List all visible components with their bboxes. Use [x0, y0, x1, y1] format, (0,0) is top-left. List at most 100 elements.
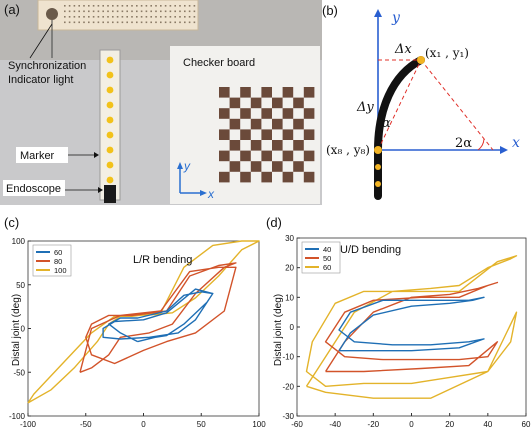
diagram-x-arrowhead: [500, 146, 508, 154]
breadboard-hole: [117, 16, 119, 18]
checker-square: [304, 129, 315, 140]
breadboard-hole: [102, 16, 104, 18]
x-tick-label: -40: [329, 420, 341, 429]
checker-square: [293, 140, 304, 151]
breadboard-hole: [170, 5, 172, 7]
checker-square: [272, 161, 283, 172]
chart-c-ylabel: Distal joint (deg): [11, 294, 22, 366]
breadboard-hole: [88, 5, 90, 7]
breadboard-hole: [93, 16, 95, 18]
point-p8: [374, 146, 382, 154]
checker-square: [283, 108, 294, 119]
breadboard-hole: [150, 5, 152, 7]
y-tick-label: 50: [16, 281, 25, 290]
y-tick-label: 30: [285, 234, 294, 243]
breadboard-hole: [155, 5, 157, 7]
checker-square: [304, 151, 315, 162]
two-alpha-arc: [478, 139, 484, 150]
breadboard-hole: [155, 11, 157, 13]
breadboard-hole: [184, 16, 186, 18]
breadboard-hole: [155, 16, 157, 18]
checker-square: [304, 172, 315, 183]
checker-square: [272, 98, 283, 109]
breadboard-hole: [69, 5, 71, 7]
breadboard-hole: [194, 5, 196, 7]
legend-label: 60: [323, 263, 331, 272]
breadboard-hole: [150, 16, 152, 18]
checker-square: [283, 151, 294, 162]
breadboard-hole: [146, 11, 148, 13]
checker-square: [283, 172, 294, 183]
breadboard-hole: [136, 11, 138, 13]
breadboard-hole: [174, 22, 176, 24]
chart-d-ylabel: Distal joint (deg): [273, 294, 284, 366]
two-alpha-label: 2α: [455, 136, 472, 151]
breadboard-hole: [83, 22, 85, 24]
breadboard-hole: [141, 11, 143, 13]
indicator-led: [46, 8, 58, 20]
series-line-80: [80, 263, 236, 372]
checker-square: [240, 108, 251, 119]
checker-square: [293, 161, 304, 172]
breadboard-hole: [83, 11, 85, 13]
breadboard-hole: [83, 5, 85, 7]
breadboard-hole: [74, 22, 76, 24]
checker-square: [261, 151, 272, 162]
breadboard-hole: [102, 11, 104, 13]
checker-square: [283, 87, 294, 98]
breadboard-hole: [131, 11, 133, 13]
panel-a-label: (a): [4, 2, 20, 17]
x-tick-label: -50: [80, 420, 92, 429]
breadboard-hole: [69, 11, 71, 13]
y-tick-label: -10: [282, 353, 294, 362]
breadboard-hole: [98, 5, 100, 7]
breadboard-hole: [78, 11, 80, 13]
checker-square: [230, 140, 241, 151]
breadboard-hole: [131, 22, 133, 24]
breadboard-hole: [160, 5, 162, 7]
breadboard-hole: [93, 11, 95, 13]
x-tick-label: 50: [197, 420, 206, 429]
marker-dot: [107, 132, 114, 139]
breadboard-hole: [122, 5, 124, 7]
breadboard-hole: [165, 5, 167, 7]
breadboard-hole: [102, 5, 104, 7]
breadboard-hole: [150, 22, 152, 24]
breadboard-hole: [107, 11, 109, 13]
breadboard-hole: [107, 22, 109, 24]
breadboard-hole: [146, 16, 148, 18]
endoscope-body: [104, 185, 116, 203]
y-tick-label: -50: [13, 368, 25, 377]
marker-dot: [107, 72, 114, 79]
x-tick-label: 60: [522, 420, 531, 429]
y-tick-label: -20: [282, 382, 294, 391]
breadboard-hole: [126, 16, 128, 18]
breadboard-hole: [146, 22, 148, 24]
breadboard-hole: [117, 11, 119, 13]
breadboard-hole: [107, 5, 109, 7]
legend-label: 80: [54, 257, 62, 266]
breadboard-hole: [64, 22, 66, 24]
checker-square: [219, 108, 230, 119]
checker-square: [240, 129, 251, 140]
panel-a: Checker board Synchronization Indicator …: [0, 0, 322, 205]
checker-square: [261, 129, 272, 140]
checker-square: [230, 98, 241, 109]
alpha-label: α: [382, 116, 391, 131]
x-tick-label: 0: [141, 420, 146, 429]
checker-square: [219, 151, 230, 162]
breadboard-hole: [122, 11, 124, 13]
p1-label: (x₁ , y₁): [425, 46, 469, 60]
breadboard-hole: [174, 11, 176, 13]
panel-b: (b) y x Δx Δy α 2α (x₁ , y₁) (x₈ , y₈): [322, 3, 520, 196]
checker-label: Checker board: [183, 57, 255, 69]
breadboard-hole: [102, 22, 104, 24]
breadboard-hole: [184, 22, 186, 24]
marker-dot: [107, 177, 114, 184]
y-tick-label: 100: [12, 237, 26, 246]
breadboard-hole: [122, 22, 124, 24]
point-lower-2: [375, 181, 381, 187]
panel-d-label: (d): [266, 215, 282, 230]
checker-square: [251, 98, 262, 109]
breadboard: [38, 0, 198, 30]
